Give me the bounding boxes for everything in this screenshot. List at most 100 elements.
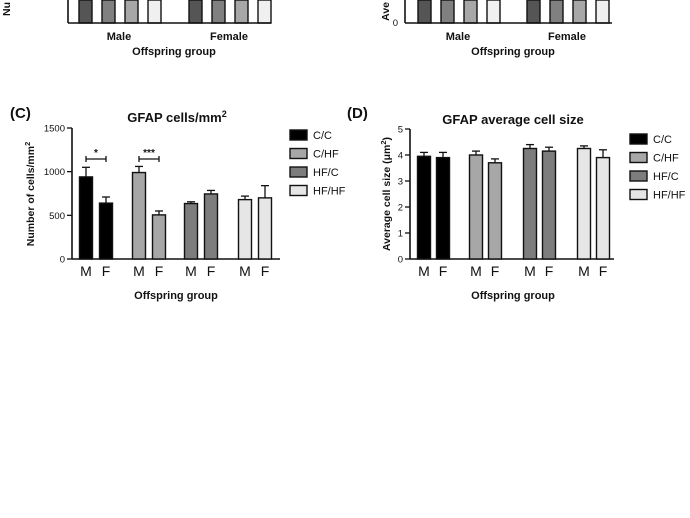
top-partial-bar bbox=[572, 0, 587, 24]
c-legend-swatch bbox=[289, 147, 308, 160]
c-bar-c-c-f bbox=[98, 202, 114, 260]
top-partial-bar bbox=[124, 0, 139, 24]
d-bar-c-hf-f bbox=[487, 162, 503, 260]
panel-c-letter: (C) bbox=[10, 105, 31, 122]
top-partial-bar bbox=[440, 0, 455, 24]
d-legend-swatch bbox=[629, 188, 648, 201]
c-x-tick-label: M bbox=[80, 263, 92, 279]
top-partial-bar bbox=[595, 0, 610, 24]
panel-d-x-axis-title: Offspring group bbox=[471, 290, 555, 302]
d-y-tick-label: 0 bbox=[398, 255, 403, 266]
top-partial-bar bbox=[78, 0, 93, 24]
c-legend-swatch bbox=[289, 184, 308, 197]
top-partial-bar bbox=[257, 0, 272, 24]
d-y-tick-label: 2 bbox=[398, 203, 403, 214]
panel-c-legend: C/C C/HF HF/C HF/HF bbox=[289, 129, 346, 198]
top-left-group-male: Male bbox=[107, 31, 131, 43]
d-x-tick-label: M bbox=[470, 263, 482, 279]
c-bar-hf-c-f bbox=[203, 193, 219, 260]
d-legend-swatch bbox=[629, 151, 648, 164]
d-x-tick-label: F bbox=[599, 263, 608, 279]
top-right-ylabel-fragment: Ave bbox=[380, 2, 392, 21]
d-x-tick-label: M bbox=[524, 263, 536, 279]
d-legend-swatch bbox=[629, 133, 648, 145]
d-x-tick-label: F bbox=[439, 263, 448, 279]
c-bar-c-c-m bbox=[78, 176, 94, 260]
top-left-partial-panel: Nu Male Female Offspring group bbox=[1, 0, 272, 58]
c-y-tick-label: 500 bbox=[49, 211, 65, 222]
d-bar-hf-hf-m bbox=[576, 147, 592, 260]
c-legend-label: C/C bbox=[313, 130, 332, 142]
d-x-tick-label: F bbox=[545, 263, 554, 279]
d-y-tick-label: 1 bbox=[398, 229, 403, 240]
d-bar-c-c-m bbox=[416, 155, 432, 260]
c-y-tick-label: 1000 bbox=[44, 167, 65, 178]
c-x-tick-label: M bbox=[239, 263, 251, 279]
c-x-tick-label: F bbox=[207, 263, 216, 279]
c-bar-hf-hf-m bbox=[237, 198, 253, 260]
top-partial-bar bbox=[417, 0, 432, 24]
panel-c-chart: (C) GFAP cells/mm2 Number of cells/mm2 0… bbox=[10, 105, 346, 302]
top-right-group-female: Female bbox=[548, 31, 586, 43]
c-legend-label: HF/HF bbox=[313, 186, 346, 198]
c-legend-label: C/HF bbox=[313, 149, 339, 161]
panel-c-x-axis-title: Offspring group bbox=[134, 290, 218, 302]
c-legend-swatch bbox=[289, 166, 308, 178]
d-bar-hf-c-f bbox=[541, 150, 557, 260]
d-legend-label: C/HF bbox=[653, 153, 679, 165]
c-x-tick-label: M bbox=[133, 263, 145, 279]
top-partial-bar bbox=[101, 0, 116, 24]
panel-d-title: GFAP average cell size bbox=[442, 112, 583, 127]
d-legend-label: C/C bbox=[653, 134, 672, 146]
c-x-tick-label: F bbox=[261, 263, 270, 279]
panel-c-title: GFAP cells/mm2 bbox=[127, 109, 226, 125]
c-x-tick-label: F bbox=[155, 263, 164, 279]
top-left-group-female: Female bbox=[210, 31, 248, 43]
c-x-tick-label: F bbox=[102, 263, 111, 279]
top-partial-bar bbox=[486, 0, 501, 24]
top-partial-bar bbox=[549, 0, 564, 24]
top-right-y-tick-label: 0 bbox=[393, 18, 398, 29]
top-left-ylabel-fragment: Nu bbox=[1, 2, 13, 16]
c-x-tick-label: M bbox=[185, 263, 197, 279]
top-partial-bar bbox=[188, 0, 203, 24]
d-bar-c-hf-m bbox=[468, 154, 484, 260]
top-right-group-male: Male bbox=[446, 31, 470, 43]
top-right-x-axis-title: Offspring group bbox=[471, 46, 555, 58]
top-partial-bar bbox=[234, 0, 249, 24]
top-left-bars bbox=[78, 0, 272, 24]
top-right-bars bbox=[417, 0, 610, 24]
panel-c-y-axis-title: Number of cells/mm2 bbox=[23, 142, 37, 247]
d-x-tick-label: F bbox=[491, 263, 500, 279]
c-y-tick-label: 0 bbox=[60, 255, 65, 266]
c-legend-swatch bbox=[289, 129, 308, 141]
panel-d-chart: (D) GFAP average cell size Average cell … bbox=[347, 105, 686, 302]
d-bar-c-c-f bbox=[435, 156, 451, 260]
c-bar-hf-hf-f bbox=[257, 197, 273, 260]
d-y-tick-label: 5 bbox=[398, 125, 403, 136]
c-bar-c-hf-f bbox=[151, 214, 167, 260]
panel-d-legend: C/C C/HF HF/C HF/HF bbox=[629, 133, 686, 202]
d-x-tick-label: M bbox=[418, 263, 430, 279]
d-legend-label: HF/C bbox=[653, 171, 679, 183]
c-bar-hf-c-m bbox=[183, 202, 199, 260]
d-legend-label: HF/HF bbox=[653, 190, 686, 202]
d-y-tick-label: 3 bbox=[398, 177, 403, 188]
d-x-tick-label: M bbox=[578, 263, 590, 279]
top-partial-bar bbox=[463, 0, 478, 24]
c-sig-label: * bbox=[94, 148, 98, 159]
c-legend-label: HF/C bbox=[313, 167, 339, 179]
top-right-partial-panel: Ave 0 Male Female Offspring group bbox=[380, 0, 612, 58]
panel-d-y-axis-title: Average cell size (μm2) bbox=[379, 137, 393, 251]
d-y-tick-label: 4 bbox=[398, 151, 403, 162]
c-y-tick-label: 1500 bbox=[44, 124, 65, 135]
top-partial-bar bbox=[526, 0, 541, 24]
d-bar-hf-c-m bbox=[522, 147, 538, 260]
top-partial-bar bbox=[211, 0, 226, 24]
d-bar-hf-hf-f bbox=[595, 156, 611, 260]
d-legend-swatch bbox=[629, 170, 648, 182]
top-partial-bar bbox=[147, 0, 162, 24]
